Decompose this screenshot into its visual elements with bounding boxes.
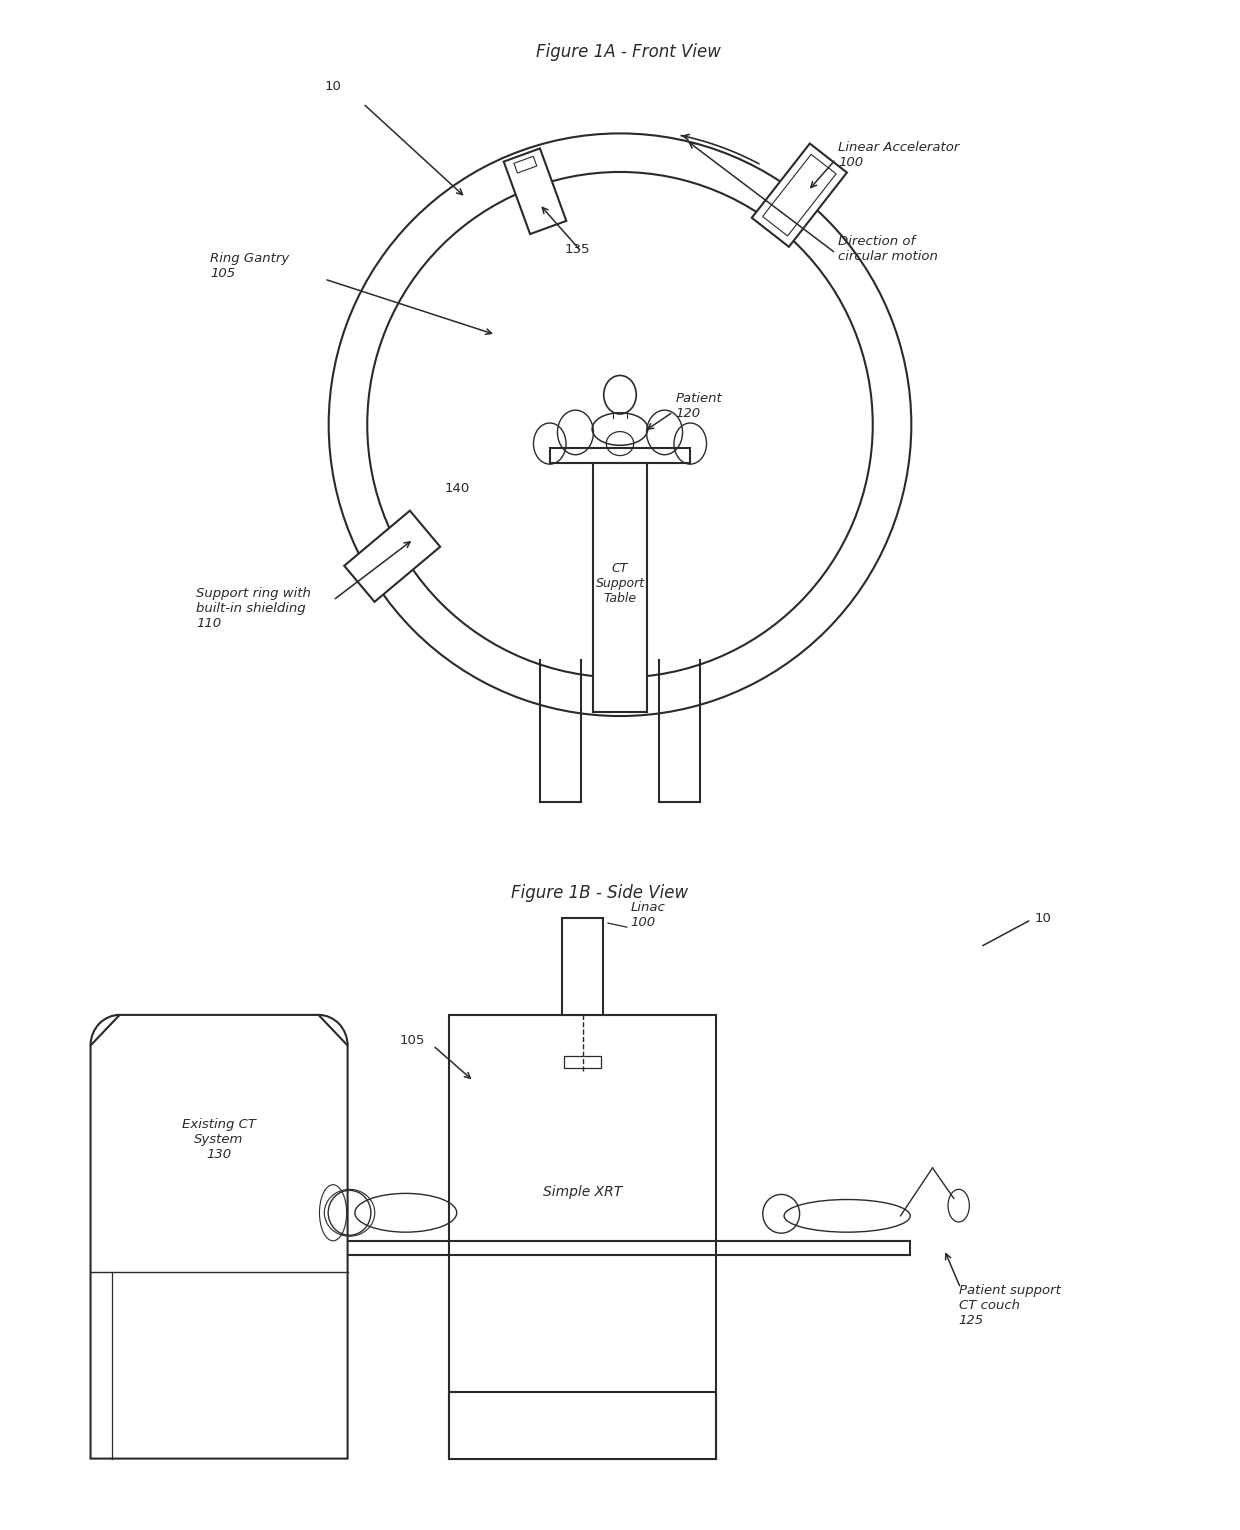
- Text: CT
Support
Table: CT Support Table: [595, 562, 645, 604]
- Text: Existing CT
System
130: Existing CT System 130: [182, 1117, 257, 1161]
- Text: Support ring with
built-in shielding
110: Support ring with built-in shielding 110: [196, 588, 311, 630]
- Bar: [449, 1014, 717, 1458]
- Text: Patient support
CT couch
125: Patient support CT couch 125: [959, 1284, 1060, 1327]
- Text: Figure 1B - Side View: Figure 1B - Side View: [511, 884, 688, 903]
- Bar: [503, 148, 567, 234]
- Text: Ring Gantry
105: Ring Gantry 105: [211, 252, 290, 280]
- Bar: [563, 918, 603, 1014]
- Text: Simple XRT: Simple XRT: [543, 1186, 622, 1200]
- Bar: [763, 155, 836, 236]
- Text: Linac
100: Linac 100: [631, 901, 666, 929]
- Text: 135: 135: [564, 243, 590, 256]
- Text: 10: 10: [1034, 912, 1052, 924]
- Text: Linear Accelerator
100: Linear Accelerator 100: [838, 141, 960, 168]
- Bar: [564, 1056, 601, 1068]
- Polygon shape: [91, 1014, 347, 1458]
- Text: Figure 1A - Front View: Figure 1A - Front View: [536, 43, 720, 61]
- Text: Direction of
circular motion: Direction of circular motion: [838, 236, 939, 263]
- Text: Patient
120: Patient 120: [676, 392, 723, 419]
- Text: 10: 10: [325, 80, 341, 93]
- Bar: [751, 144, 847, 246]
- Bar: [593, 464, 647, 711]
- Bar: [345, 511, 440, 601]
- Text: 140: 140: [444, 482, 470, 496]
- Bar: [513, 156, 537, 173]
- Text: 105: 105: [399, 1034, 425, 1047]
- Bar: [449, 1392, 717, 1458]
- Bar: [549, 448, 691, 464]
